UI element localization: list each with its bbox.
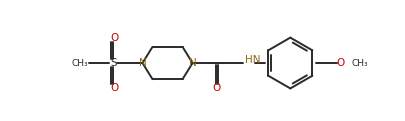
Text: CH₃: CH₃ [351, 59, 368, 68]
Text: O: O [336, 58, 345, 68]
Text: O: O [110, 33, 118, 43]
Text: O: O [212, 83, 221, 93]
Text: N: N [189, 58, 196, 68]
Text: HN: HN [245, 55, 260, 65]
Text: S: S [110, 58, 117, 68]
Text: N: N [139, 58, 146, 68]
Text: O: O [110, 83, 118, 93]
Text: CH₃: CH₃ [71, 59, 88, 68]
